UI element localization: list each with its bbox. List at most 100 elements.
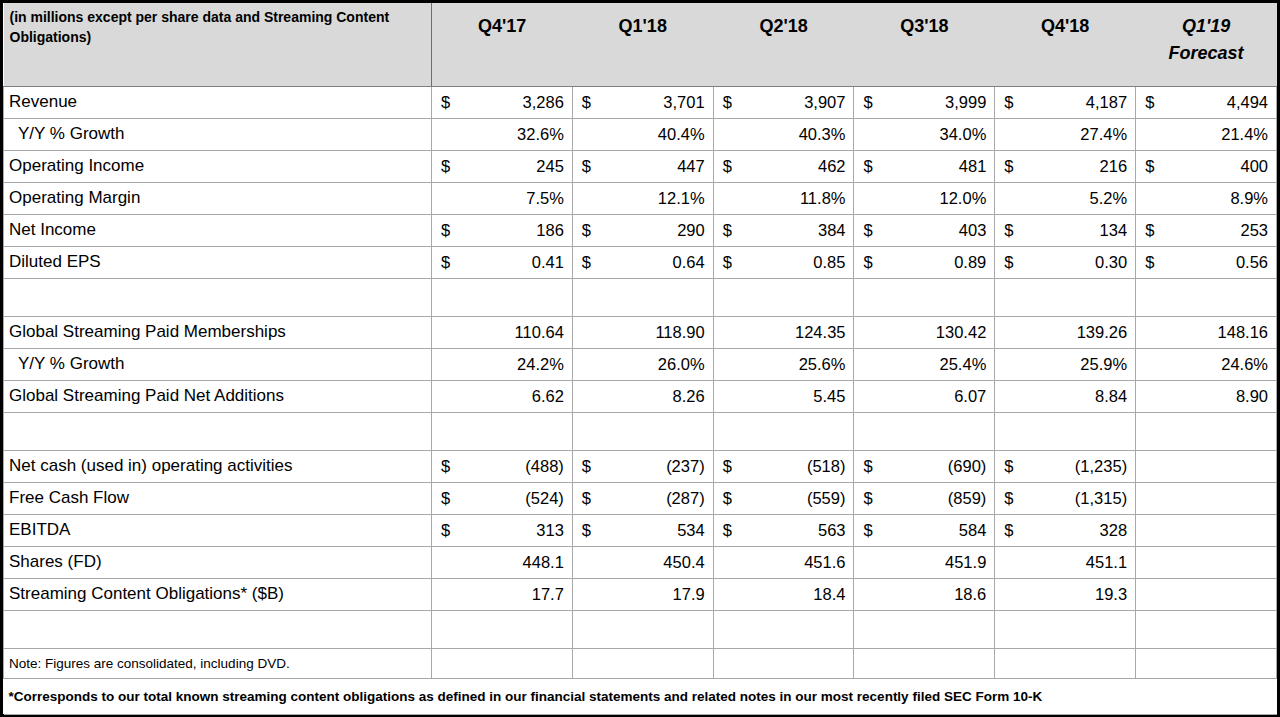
table-row: Y/Y % Growth24.2%26.0%25.6%25.4%25.9%24.… — [4, 348, 1277, 380]
cell-value: 27.4% — [995, 118, 1136, 150]
cell-value: $534 — [572, 514, 713, 546]
currency-symbol: $ — [1004, 221, 1013, 240]
cell-value: $(524) — [432, 482, 573, 514]
currency-symbol: $ — [441, 221, 450, 240]
table-row: Revenue$3,286$3,701$3,907$3,999$4,187$4,… — [4, 86, 1277, 118]
cell-value: 12.1% — [572, 182, 713, 214]
cell-value: $584 — [854, 514, 995, 546]
cell-value: 12.0% — [854, 182, 995, 214]
cell-value — [713, 610, 854, 648]
row-label: Net Income — [4, 214, 432, 246]
cell-value: $4,494 — [1136, 86, 1277, 118]
cell-value — [995, 648, 1136, 678]
cell-value — [995, 278, 1136, 316]
cell-value: $245 — [432, 150, 573, 182]
table-row: Streaming Content Obligations* ($B)17.71… — [4, 578, 1277, 610]
cell-value: $328 — [995, 514, 1136, 546]
cell-value: 139.26 — [995, 316, 1136, 348]
cell-value: $3,907 — [713, 86, 854, 118]
cell-value: $(690) — [854, 450, 995, 482]
cell-value — [1136, 610, 1277, 648]
cell-value — [713, 412, 854, 450]
cell-value: 8.26 — [572, 380, 713, 412]
cell-value: $0.85 — [713, 246, 854, 278]
cell-value — [572, 648, 713, 678]
cell-value: 18.4 — [713, 578, 854, 610]
currency-symbol: $ — [723, 521, 732, 540]
currency-symbol: $ — [441, 93, 450, 112]
column-header: Q4'18 — [995, 3, 1136, 86]
column-header: Q1'19Forecast — [1136, 3, 1277, 86]
cell-value: $0.89 — [854, 246, 995, 278]
table-row: Y/Y % Growth32.6%40.4%40.3%34.0%27.4%21.… — [4, 118, 1277, 150]
currency-symbol: $ — [582, 253, 591, 272]
currency-symbol: $ — [863, 221, 872, 240]
table-title: (in millions except per share data and S… — [10, 8, 408, 47]
table-body: Revenue$3,286$3,701$3,907$3,999$4,187$4,… — [4, 86, 1277, 714]
cell-value — [1136, 578, 1277, 610]
cell-value: 40.3% — [713, 118, 854, 150]
column-header: Q4'17 — [432, 3, 573, 86]
cell-value — [713, 278, 854, 316]
cell-value: $290 — [572, 214, 713, 246]
table-row: Operating Income$245$447$462$481$216$400 — [4, 150, 1277, 182]
cell-value — [432, 278, 573, 316]
table-row — [4, 610, 1277, 648]
cell-value: $(1,315) — [995, 482, 1136, 514]
cell-value: $216 — [995, 150, 1136, 182]
cell-value: 25.9% — [995, 348, 1136, 380]
cell-value: 11.8% — [713, 182, 854, 214]
cell-value — [572, 278, 713, 316]
currency-symbol: $ — [723, 457, 732, 476]
row-label: Free Cash Flow — [4, 482, 432, 514]
cell-value: $0.41 — [432, 246, 573, 278]
row-label: Note: Figures are consolidated, includin… — [4, 648, 432, 678]
cell-value: $0.30 — [995, 246, 1136, 278]
currency-symbol: $ — [441, 457, 450, 476]
currency-symbol: $ — [863, 93, 872, 112]
cell-value — [854, 610, 995, 648]
table-title-cell: (in millions except per share data and S… — [4, 3, 432, 86]
cell-value: 17.9 — [572, 578, 713, 610]
cell-value: $134 — [995, 214, 1136, 246]
cell-value: 34.0% — [854, 118, 995, 150]
table-row — [4, 412, 1277, 450]
currency-symbol: $ — [441, 521, 450, 540]
financial-summary-table: (in millions except per share data and S… — [0, 0, 1280, 717]
cell-value: 24.6% — [1136, 348, 1277, 380]
cell-value: $(1,235) — [995, 450, 1136, 482]
cell-value: 8.84 — [995, 380, 1136, 412]
cell-value: $0.64 — [572, 246, 713, 278]
row-label: Operating Margin — [4, 182, 432, 214]
cell-value: 17.7 — [432, 578, 573, 610]
table-row: Shares (FD)448.1450.4451.6451.9451.1 — [4, 546, 1277, 578]
cell-value: $(559) — [713, 482, 854, 514]
cell-value: $462 — [713, 150, 854, 182]
cell-value: 130.42 — [854, 316, 995, 348]
cell-value: $563 — [713, 514, 854, 546]
row-label — [4, 412, 432, 450]
table-row: EBITDA$313$534$563$584$328 — [4, 514, 1277, 546]
cell-value: 448.1 — [432, 546, 573, 578]
currency-symbol: $ — [863, 157, 872, 176]
cell-value: 19.3 — [995, 578, 1136, 610]
cell-value: 25.4% — [854, 348, 995, 380]
currency-symbol: $ — [1004, 521, 1013, 540]
currency-symbol: $ — [582, 457, 591, 476]
currency-symbol: $ — [1004, 93, 1013, 112]
table-row: Global Streaming Paid Memberships110.641… — [4, 316, 1277, 348]
cell-value: 5.45 — [713, 380, 854, 412]
currency-symbol: $ — [1004, 157, 1013, 176]
row-label: EBITDA — [4, 514, 432, 546]
cell-value — [1136, 278, 1277, 316]
cell-value — [1136, 546, 1277, 578]
row-label: Shares (FD) — [4, 546, 432, 578]
cell-value: 6.07 — [854, 380, 995, 412]
cell-value: 124.35 — [713, 316, 854, 348]
row-label — [4, 610, 432, 648]
currency-symbol: $ — [1004, 489, 1013, 508]
cell-value: $(287) — [572, 482, 713, 514]
cell-value: $384 — [713, 214, 854, 246]
cell-value: 5.2% — [995, 182, 1136, 214]
cell-value: $3,999 — [854, 86, 995, 118]
